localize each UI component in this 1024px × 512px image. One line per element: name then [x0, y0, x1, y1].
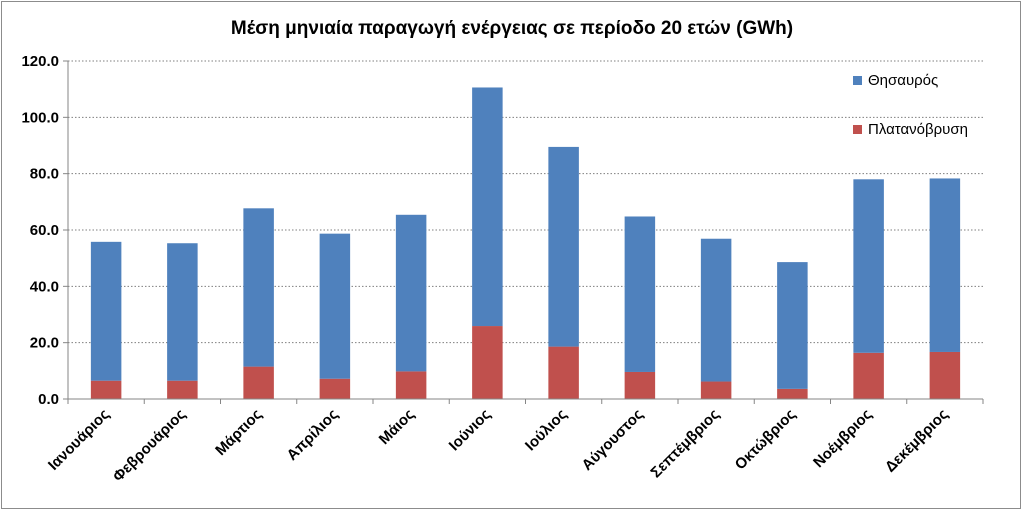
y-tick-label: 0.0 — [38, 391, 59, 408]
legend-swatch — [853, 125, 862, 134]
legend-swatch — [853, 76, 862, 85]
bar-thisavros — [472, 87, 503, 327]
bar-thisavros — [243, 208, 274, 367]
legend-label: Πλατανόβρυση — [868, 121, 968, 138]
gridlines — [63, 60, 983, 400]
bar-platanovrysi — [624, 371, 656, 399]
chart-title: Μέση μηνιαία παραγωγή ενέργειας σε περίο… — [231, 18, 793, 39]
y-tick-label: 120.0 — [21, 53, 59, 70]
axes — [67, 61, 984, 404]
bar-thisavros — [395, 214, 427, 372]
x-tick-label: Μάρτιος — [212, 406, 265, 459]
x-tick-label: Φεβρουάριος — [110, 406, 190, 486]
y-tick-labels: 0.0 20.0 40.0 60.0 80.0 100.0 120.0 — [21, 53, 59, 408]
y-tick-label: 20.0 — [30, 335, 59, 352]
bar-thisavros — [624, 216, 656, 372]
x-tick-label: Αύγουστος — [579, 406, 647, 474]
x-tick-label: Απρίλιος — [284, 406, 342, 464]
bar-platanovrysi — [777, 388, 808, 399]
bar-thisavros — [777, 262, 808, 389]
bar-thisavros — [319, 233, 351, 379]
bar-thisavros — [167, 243, 198, 381]
bar-platanovrysi — [395, 371, 427, 399]
bar-platanovrysi — [319, 378, 351, 399]
y-tick-label: 40.0 — [30, 278, 59, 295]
bar-platanovrysi — [167, 380, 198, 399]
bar-platanovrysi — [700, 381, 732, 399]
bar-thisavros — [548, 146, 579, 347]
x-tick-label: Δεκέμβριος — [882, 406, 952, 476]
bar-thisavros — [700, 238, 732, 382]
y-tick-label: 100.0 — [21, 109, 59, 126]
x-tick-label: Οκτώβριος — [732, 406, 800, 474]
bar-thisavros — [929, 178, 961, 352]
x-tick-label: Ιούνιος — [446, 406, 495, 455]
bar-thisavros — [853, 179, 884, 353]
legend: Θησαυρός Πλατανόβρυση — [853, 72, 968, 138]
bar-platanovrysi — [472, 326, 503, 399]
legend-label: Θησαυρός — [868, 72, 938, 89]
x-tick-label: Σεπτέμβριος — [647, 406, 723, 482]
bars — [90, 87, 961, 399]
x-tick-label: Ιανουάριος — [45, 406, 113, 474]
bar-platanovrysi — [90, 380, 122, 399]
y-tick-label: 60.0 — [30, 222, 59, 239]
bar-platanovrysi — [243, 366, 274, 399]
y-tick-label: 80.0 — [30, 166, 59, 183]
bar-platanovrysi — [548, 346, 579, 399]
bar-platanovrysi — [929, 351, 961, 399]
x-tick-label: Μάιος — [376, 406, 418, 448]
x-tick-label: Ιούλιος — [522, 406, 571, 455]
x-tick-label: Νοέμβριος — [810, 406, 876, 472]
bar-platanovrysi — [853, 352, 884, 399]
bar-thisavros — [90, 241, 122, 381]
